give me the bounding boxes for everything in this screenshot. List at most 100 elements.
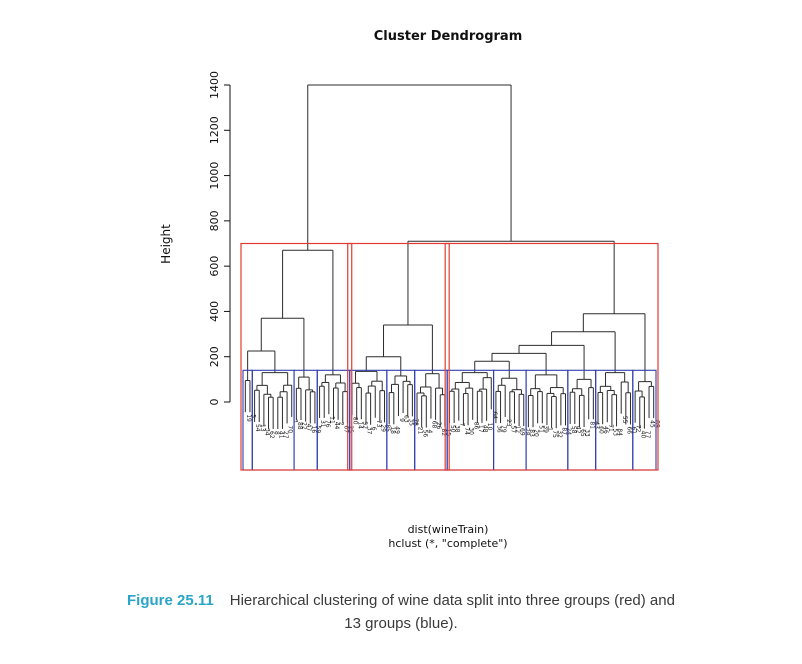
leaf-label: 52	[361, 421, 368, 429]
leaf-label: 86	[472, 422, 479, 430]
leaf-label: 83	[528, 429, 535, 437]
leaf-label: 30	[468, 427, 475, 435]
leaf-label: 5	[250, 414, 257, 418]
leaf-label: 32	[556, 430, 563, 438]
leaf-label: 12	[514, 425, 521, 433]
leaf-label: 66	[625, 426, 632, 434]
leaf-label: 38	[454, 425, 461, 433]
leaf-label: 54	[254, 424, 261, 432]
leaf-label: 6	[370, 427, 377, 431]
leaf-label: 8	[273, 431, 280, 435]
leaf-labels: 1955413346284127703882247165931761144267…	[245, 411, 660, 438]
leaf-label: 24	[565, 427, 572, 435]
leaf-label: 69	[519, 428, 526, 436]
leaf-label: 63	[403, 415, 410, 423]
leaf-label: 88	[296, 422, 303, 430]
leaf-label: 28	[523, 428, 530, 436]
figure-caption-line1: Hierarchical clustering of wine data spl…	[229, 592, 675, 609]
leaf-label: 47	[305, 424, 312, 432]
leaf-label: 58	[570, 426, 577, 434]
leaf-label: 33	[584, 429, 591, 437]
leaf-label: 75	[551, 430, 558, 438]
leaf-label: 14	[356, 421, 363, 429]
leaf-label: 23	[505, 419, 512, 427]
leaf-label: 55	[621, 416, 628, 424]
leaf-label: 10	[486, 423, 493, 431]
leaf-label: 15	[444, 428, 451, 436]
y-axis: 0 200 400 600 800 1000 1200 1400	[208, 71, 231, 406]
leaf-label: 68	[431, 421, 438, 429]
leaf-label: 25	[347, 425, 354, 433]
leaf-label: 71	[607, 424, 614, 432]
leaf-label: 11	[328, 416, 335, 424]
leaf-label: 61	[630, 426, 637, 434]
leaf-label: 40	[639, 431, 646, 439]
x-axis-subtitle-line2: hclust (*, "complete")	[388, 537, 507, 550]
cluster-boxes	[240, 242, 659, 471]
leaf-label: 79	[500, 425, 507, 433]
leaf-label: 81	[588, 421, 595, 429]
leaf-label: 49	[393, 426, 400, 434]
y-tick-label: 1200	[208, 116, 221, 144]
leaf-label: 45	[649, 420, 656, 428]
leaf-label: 84	[616, 428, 623, 436]
red-cluster-box	[240, 242, 353, 471]
leaf-label: 20	[533, 429, 540, 437]
leaf-label: 62	[268, 431, 275, 439]
x-axis-subtitle-line1: dist(wineTrain)	[408, 523, 489, 536]
y-tick-label: 400	[208, 301, 221, 322]
leaf-label: 44	[333, 422, 340, 430]
leaf-label: 35	[407, 418, 414, 426]
red-cluster-box	[444, 242, 659, 471]
leaf-label: 2	[338, 422, 345, 426]
leaf-label: 82	[440, 428, 447, 436]
leaf-label: 72	[635, 425, 642, 433]
leaf-label: 87	[560, 427, 567, 435]
leaf-label: 34	[263, 428, 270, 436]
figure-label: Figure 25.11	[127, 592, 214, 609]
leaf-label: 65	[579, 429, 586, 437]
red-cluster-box	[347, 242, 450, 471]
leaf-label: 73	[375, 420, 382, 428]
leaf-label: 80	[352, 417, 359, 425]
leaf-label: 13	[259, 424, 266, 432]
leaf-label: 7	[458, 423, 465, 427]
leaf-label: 85	[384, 424, 391, 432]
leaf-label: 37	[366, 427, 373, 435]
y-axis-title: Height	[159, 224, 173, 264]
leaf-label: 57	[509, 425, 516, 433]
leaf-label: 48	[482, 425, 489, 433]
leaf-label: 46	[602, 426, 609, 434]
leaf-label: 19	[245, 414, 252, 422]
leaf-label: 41	[277, 431, 284, 439]
leaf-label: 67	[342, 425, 349, 433]
leaf-label: 89	[653, 420, 660, 428]
figure-caption-line2: 13 groups (blue).	[344, 615, 458, 633]
leaf-label: 78	[412, 418, 419, 426]
leaf-label: 39	[542, 425, 549, 433]
leaf-label: 64	[491, 411, 498, 419]
leaf-label: 31	[319, 420, 326, 428]
leaf-label: 59	[315, 426, 322, 434]
leaf-label: 53	[612, 428, 619, 436]
leaf-label: 27	[282, 431, 289, 439]
leaf-label: 36	[496, 425, 503, 433]
leaf-label: 43	[593, 421, 600, 429]
y-tick-label: 600	[208, 256, 221, 277]
leaf-label: 60	[598, 426, 605, 434]
leaf-label: 76	[324, 420, 331, 428]
y-tick-label: 800	[208, 210, 221, 231]
leaf-label: 18	[389, 426, 396, 434]
leaf-label: 51	[537, 425, 544, 433]
leaf-label: 1	[547, 427, 554, 431]
leaf-label: 77	[644, 431, 651, 439]
y-tick-label: 200	[208, 346, 221, 367]
leaf-label: 74	[463, 427, 470, 435]
y-tick-label: 0	[208, 399, 221, 406]
leaf-label: 50	[449, 425, 456, 433]
leaf-label: 16	[310, 426, 317, 434]
leaf-label: 17	[477, 425, 484, 433]
leaf-label: 9	[398, 418, 405, 422]
leaf-label: 56	[421, 430, 428, 438]
leaf-label: 26	[435, 422, 442, 430]
